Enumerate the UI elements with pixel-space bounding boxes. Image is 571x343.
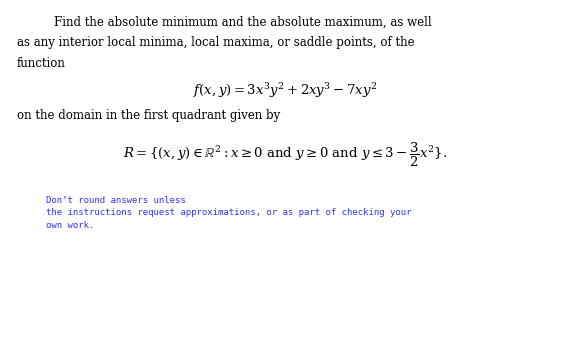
Text: own work.: own work.	[46, 221, 94, 230]
Text: $R = \{(x, y) \in \mathbb{R}^2 : x \geq 0 \text{ and } y \geq 0 \text{ and } y \: $R = \{(x, y) \in \mathbb{R}^2 : x \geq …	[123, 141, 448, 169]
Text: Find the absolute minimum and the absolute maximum, as well: Find the absolute minimum and the absolu…	[54, 15, 432, 28]
Text: function: function	[17, 57, 66, 70]
Text: on the domain in the first quadrant given by: on the domain in the first quadrant give…	[17, 109, 280, 122]
Text: Don’t round answers unless: Don’t round answers unless	[46, 196, 186, 204]
Text: the instructions request approximations, or as part of checking your: the instructions request approximations,…	[46, 208, 411, 217]
Text: as any interior local minima, local maxima, or saddle points, of the: as any interior local minima, local maxi…	[17, 36, 415, 49]
Text: $f(x, y) = 3x^3y^2 + 2xy^3 - 7xy^2$: $f(x, y) = 3x^3y^2 + 2xy^3 - 7xy^2$	[194, 81, 377, 99]
